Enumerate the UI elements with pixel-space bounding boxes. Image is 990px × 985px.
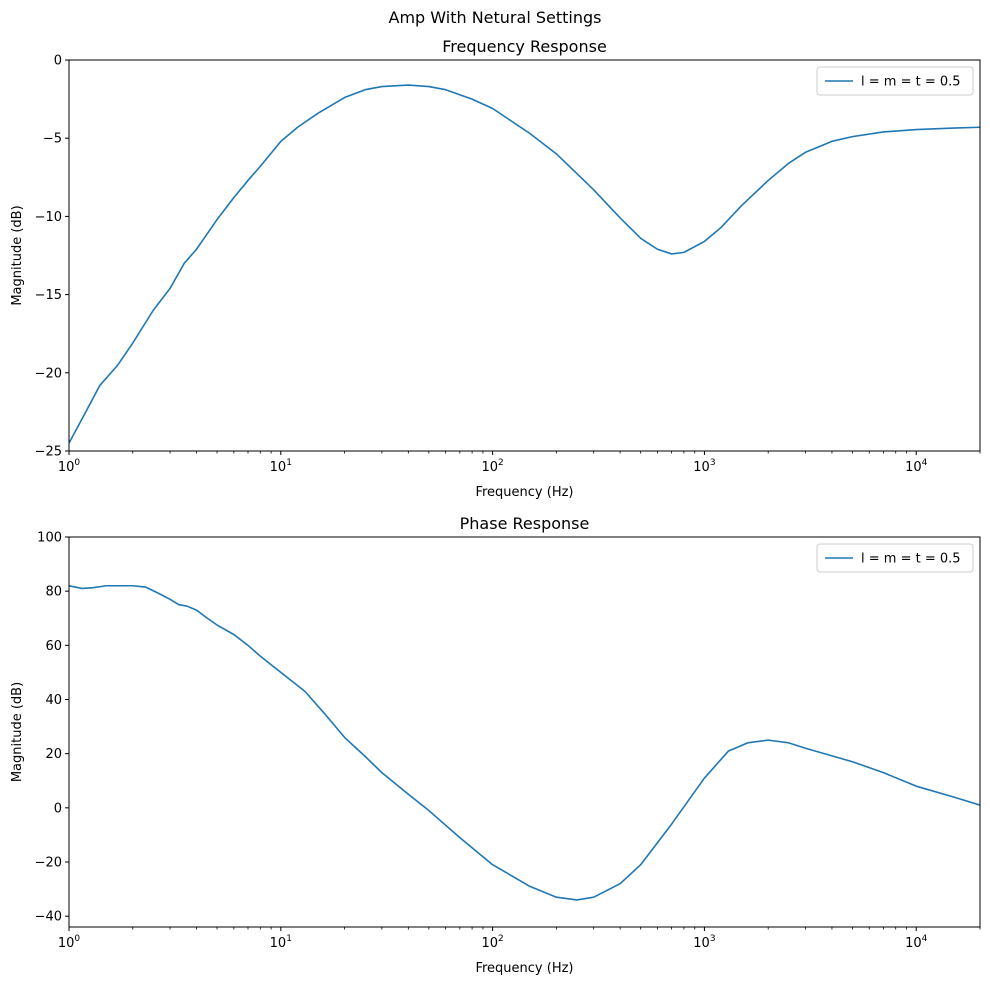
y-tick-label: 20 bbox=[45, 747, 62, 762]
legend-frame bbox=[816, 66, 974, 96]
x-axis-label: Frequency (Hz) bbox=[475, 961, 573, 976]
y-tick-label: −40 bbox=[35, 910, 62, 925]
x-tick-label: 103 bbox=[693, 934, 715, 951]
y-tick-label: −15 bbox=[35, 288, 62, 303]
chart-title: Phase Response bbox=[460, 514, 590, 533]
y-tick-label: 80 bbox=[45, 585, 62, 600]
phase-chart: Phase Response 100 101 102 103 104 100 80 60 40 20… bbox=[10, 514, 981, 976]
x-tick-label: 100 bbox=[58, 458, 81, 475]
x-tick-label: 103 bbox=[693, 458, 715, 475]
x-axis-label: Frequency (Hz) bbox=[475, 485, 573, 500]
x-tick-label: 102 bbox=[481, 934, 503, 951]
y-tick-label: −25 bbox=[35, 445, 62, 460]
axes-frame bbox=[68, 536, 981, 928]
legend: l = m = t = 0.5 bbox=[816, 543, 974, 573]
x-tick-label: 100 bbox=[58, 934, 81, 951]
y-tick-label: −10 bbox=[35, 210, 62, 225]
axes-frame bbox=[68, 59, 981, 452]
series-line bbox=[69, 584, 980, 901]
y-tick-label: 60 bbox=[45, 639, 62, 654]
y-axis-label: Magnitude (dB) bbox=[10, 205, 25, 305]
y-tick-label: 0 bbox=[54, 801, 62, 816]
x-tick-label: 102 bbox=[481, 458, 503, 475]
legend-label: l = m = t = 0.5 bbox=[861, 552, 961, 567]
y-tick-label: −5 bbox=[43, 132, 62, 147]
x-tick-label: 101 bbox=[270, 458, 292, 475]
x-tick-label: 104 bbox=[905, 458, 928, 475]
y-axis-label: Magnitude (dB) bbox=[10, 682, 25, 782]
series-line bbox=[69, 84, 980, 444]
y-tick-label: 100 bbox=[37, 531, 62, 546]
legend-frame bbox=[816, 543, 974, 573]
y-tick-label: −20 bbox=[35, 856, 62, 871]
y-tick-label: −20 bbox=[35, 366, 62, 381]
x-tick-label: 104 bbox=[905, 934, 928, 951]
chart-title: Frequency Response bbox=[442, 37, 607, 56]
x-tick-label: 101 bbox=[270, 934, 292, 951]
y-tick-label: 40 bbox=[45, 693, 62, 708]
figure-suptitle: Amp With Netural Settings bbox=[388, 8, 602, 27]
y-tick-label: 0 bbox=[54, 54, 62, 69]
legend-label: l = m = t = 0.5 bbox=[861, 75, 961, 90]
magnitude-chart: Frequency Response 100 101 102 103 104 0 −5 −10 −… bbox=[10, 37, 981, 500]
legend: l = m = t = 0.5 bbox=[816, 66, 974, 96]
